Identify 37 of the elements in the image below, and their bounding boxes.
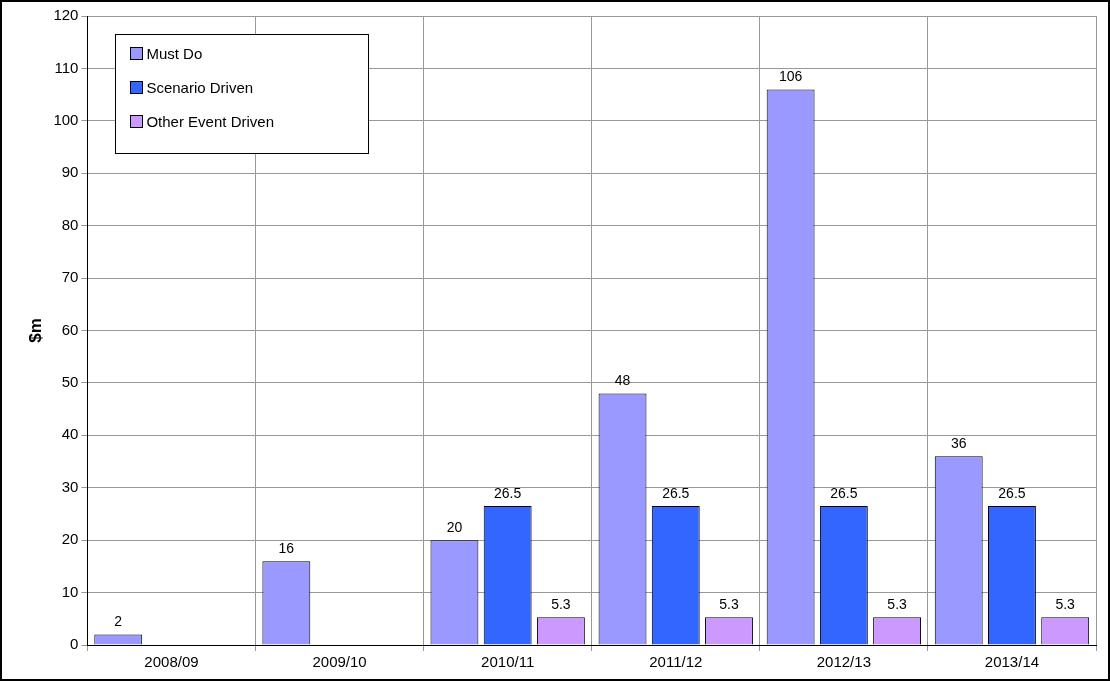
data-label: 26.5 <box>494 484 522 501</box>
y-tick-label: 110 <box>54 58 79 76</box>
data-label: 5.3 <box>551 596 571 613</box>
data-label: 5.3 <box>887 596 908 613</box>
data-label: 5.3 <box>719 596 739 613</box>
y-tick-label: 40 <box>61 425 79 443</box>
x-tick-label: 2012/13 <box>816 653 871 671</box>
y-tick-label: 50 <box>61 373 79 391</box>
legend-label: Must Do <box>146 45 203 62</box>
data-label: 48 <box>614 372 631 389</box>
y-tick-label: 10 <box>61 582 79 600</box>
x-tick-label: 2009/10 <box>312 653 367 671</box>
data-label: 106 <box>778 68 803 85</box>
y-tick-label: 90 <box>61 163 79 181</box>
y-tick-label: 100 <box>53 110 79 128</box>
data-label: 2 <box>114 613 123 630</box>
x-tick-label: 2010/11 <box>481 653 535 671</box>
legend-label: Scenario Driven <box>146 79 254 96</box>
y-tick-label: 30 <box>61 477 79 495</box>
legend-label: Other Event Driven <box>146 113 274 130</box>
data-label: 26.5 <box>662 484 690 501</box>
data-label: 36 <box>950 435 967 452</box>
y-tick-label: 20 <box>61 530 79 548</box>
y-tick-label: 120 <box>53 6 79 24</box>
y-tick-label: 70 <box>61 268 79 286</box>
y-axis-title: $m <box>25 318 45 343</box>
x-tick-label: 2008/09 <box>144 653 199 671</box>
data-label: 20 <box>446 519 463 536</box>
y-tick-label: 80 <box>61 215 79 233</box>
x-tick-label: 2013/14 <box>984 653 1040 671</box>
y-tick-label: 60 <box>61 320 79 338</box>
x-tick-label: 2011/12 <box>649 653 703 671</box>
y-tick-label: 0 <box>70 635 79 653</box>
data-label: 26.5 <box>830 484 858 501</box>
data-label: 5.3 <box>1055 596 1076 613</box>
data-label: 16 <box>278 539 295 556</box>
data-label: 26.5 <box>998 484 1026 501</box>
